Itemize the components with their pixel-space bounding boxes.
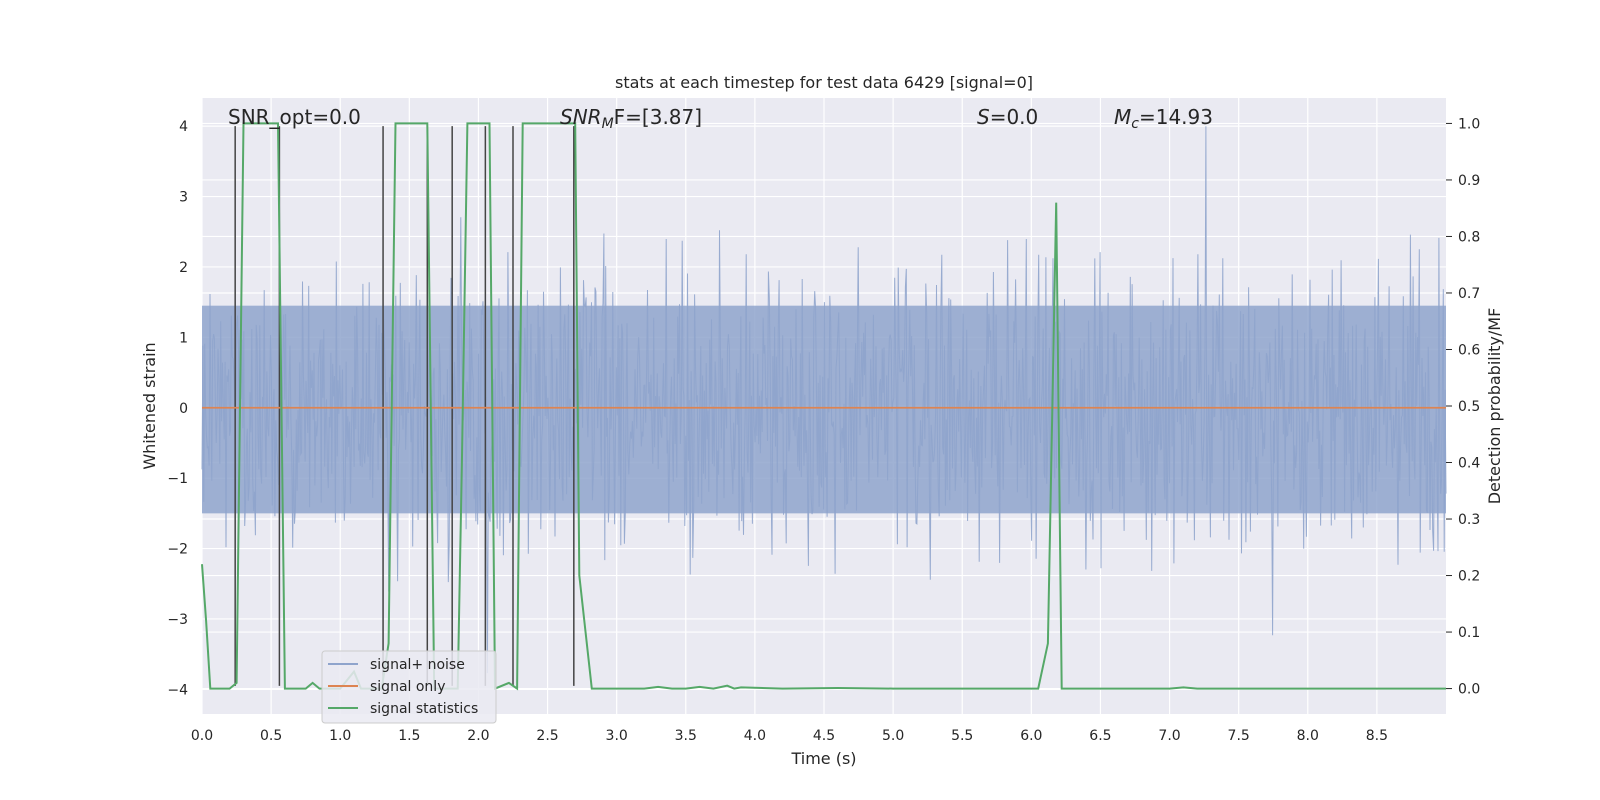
annotation-snr-mf-label: SNR — [560, 105, 602, 129]
x-axis-label: Time (s) — [790, 749, 856, 768]
x-tick-label: 5.0 — [882, 728, 904, 744]
x-tick-label: 7.0 — [1158, 728, 1180, 744]
y-tick-label: 0 — [179, 401, 188, 417]
y-tick-label-right: 0.7 — [1458, 286, 1480, 302]
legend-label-noise: signal+ noise — [370, 657, 465, 673]
legend: signal+ noise signal only signal statist… — [321, 650, 497, 724]
y-ticks-right: 1.0 0.9 0.8 0.7 0.6 0.5 0.4 0.3 0.2 0.1 0.0 — [1446, 116, 1480, 698]
annotation-snr-mf-sub: M — [602, 116, 614, 132]
x-tick-label: 7.5 — [1228, 728, 1250, 744]
legend-box — [321, 650, 497, 724]
y-ticks-left: 4 3 2 1 0 −1 −2 −3 −4 — [167, 119, 188, 698]
legend-label-statistics: signal statistics — [370, 701, 478, 717]
y-tick-label-right: 0.8 — [1458, 229, 1480, 245]
y-tick-label: 1 — [179, 330, 188, 346]
y-tick-label-right: 0.1 — [1458, 625, 1480, 641]
x-tick-label: 8.0 — [1297, 728, 1319, 744]
y-tick-label: −4 — [167, 682, 188, 698]
x-tick-label: 0.0 — [191, 728, 213, 744]
y-tick-label-right: 1.0 — [1458, 116, 1480, 132]
signal-statistics-line — [201, 122, 1446, 691]
annotation-snr-opt: SNR_opt=0.0 — [228, 105, 361, 129]
annotation-mc-sub: c — [1131, 116, 1139, 132]
x-tick-label: 3.5 — [675, 728, 697, 744]
x-tick-label: 8.5 — [1366, 728, 1388, 744]
x-tick-label: 1.5 — [398, 728, 420, 744]
y-tick-label: −3 — [167, 612, 188, 628]
y-tick-label-right: 0.2 — [1458, 569, 1480, 585]
annotation-snr-mf-rest: F=[3.87] — [614, 105, 702, 129]
legend-label-signal-only: signal only — [370, 679, 445, 695]
x-tick-label: 4.5 — [813, 728, 835, 744]
y-axis-label-left: Whitened strain — [140, 342, 159, 469]
noise-trace — [201, 126, 1447, 674]
annotation-s: S=0.0 — [977, 105, 1038, 129]
x-tick-label: 1.0 — [329, 728, 351, 744]
x-ticks: 0.0 0.5 1.0 1.5 2.0 2.5 3.0 3.5 4.0 4.5 5.0 5.5 6.0 6… — [191, 728, 1388, 744]
y-tick-label-right: 0.4 — [1458, 456, 1480, 472]
chart-title: stats at each timestep for test data 642… — [615, 73, 1033, 92]
x-tick-label: 4.0 — [744, 728, 766, 744]
annotation-s-label: S — [977, 105, 990, 129]
y-tick-label: 3 — [179, 190, 188, 206]
y-tick-label: −1 — [167, 471, 188, 487]
y-tick-label: 2 — [179, 260, 188, 276]
y-tick-label: 4 — [179, 119, 188, 135]
x-tick-label: 0.5 — [260, 728, 282, 744]
y-tick-label-right: 0.9 — [1458, 173, 1480, 189]
series-signal-noise — [201, 126, 1447, 674]
y-tick-label-right: 0.0 — [1458, 682, 1480, 698]
annotation-s-value: =0.0 — [990, 105, 1039, 129]
y-tick-label-right: 0.5 — [1458, 399, 1480, 415]
vertical-markers — [234, 126, 575, 686]
series-signal-statistics — [201, 122, 1446, 691]
annotation-mc-label: M — [1114, 105, 1131, 129]
y-tick-label-right: 0.3 — [1458, 512, 1480, 528]
annotation-mc-value: =14.93 — [1139, 105, 1213, 129]
annotation-mc: Mc=14.93 — [1114, 105, 1213, 132]
y-tick-label: −2 — [167, 542, 188, 558]
x-tick-label: 3.0 — [606, 728, 628, 744]
x-tick-label: 2.5 — [536, 728, 558, 744]
x-tick-label: 6.5 — [1089, 728, 1111, 744]
annotation-snr-mf: SNRMF=[3.87] — [560, 105, 702, 132]
y-tick-label-right: 0.6 — [1458, 342, 1480, 358]
y-axis-label-right: Detection probability/MF — [1485, 308, 1504, 505]
x-tick-label: 5.5 — [951, 728, 973, 744]
x-tick-label: 2.0 — [467, 728, 489, 744]
x-tick-label: 6.0 — [1020, 728, 1042, 744]
